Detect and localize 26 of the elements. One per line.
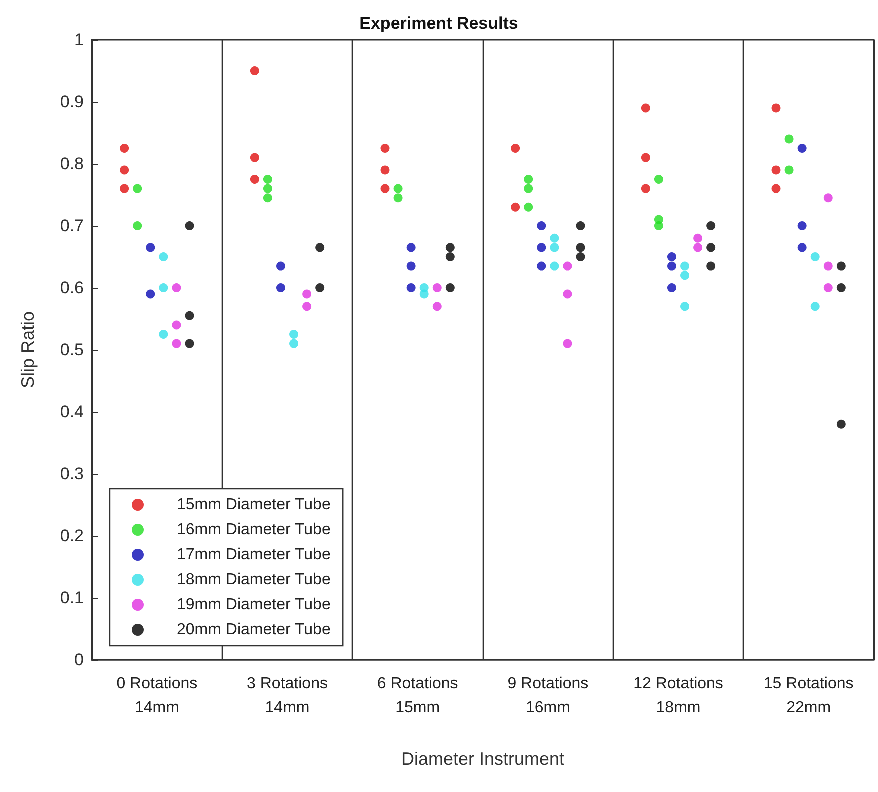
- y-tick-label: 0.3: [60, 464, 84, 484]
- legend-label: 19mm Diameter Tube: [177, 596, 331, 614]
- y-tick-label: 0.5: [60, 340, 84, 360]
- x-tick-label: 3 Rotations 14mm: [247, 676, 328, 716]
- y-tick-label: 1: [74, 30, 84, 50]
- y-tick-label: 0.1: [60, 588, 84, 608]
- x-tick-label: 6 Rotations 15mm: [377, 676, 458, 716]
- legend-label: 20mm Diameter Tube: [177, 622, 331, 638]
- x-tick-label: 0 Rotations 14mm: [116, 676, 198, 716]
- chart-title: Experiment Results: [360, 14, 518, 33]
- y-tick-label: 0.2: [60, 526, 84, 546]
- y-axis-title: Slip Ratio: [18, 311, 38, 389]
- y-tick-label: 0.9: [60, 92, 84, 112]
- y-tick-label: 0.7: [60, 216, 84, 236]
- y-tick-label: 0: [74, 650, 84, 670]
- legend-label: 15mm Diameter Tube: [177, 496, 331, 514]
- legend-label: 16mm Diameter Tube: [177, 522, 331, 538]
- x-tick-label: 15 Rotations 22mm: [764, 676, 854, 716]
- x-tick-label: 12 Rotations 18mm: [634, 676, 724, 716]
- x-tick-label: 9 Rotations 16mm: [508, 676, 589, 716]
- x-axis-title: Diameter Instrument: [401, 749, 565, 769]
- y-tick-label: 0.6: [60, 278, 84, 298]
- legend-label: 18mm Diameter Tube: [177, 572, 331, 588]
- y-tick-label: 0.8: [60, 154, 84, 174]
- y-tick-label: 0.4: [60, 402, 84, 422]
- legend-label: 17mm Diameter Tube: [177, 546, 331, 564]
